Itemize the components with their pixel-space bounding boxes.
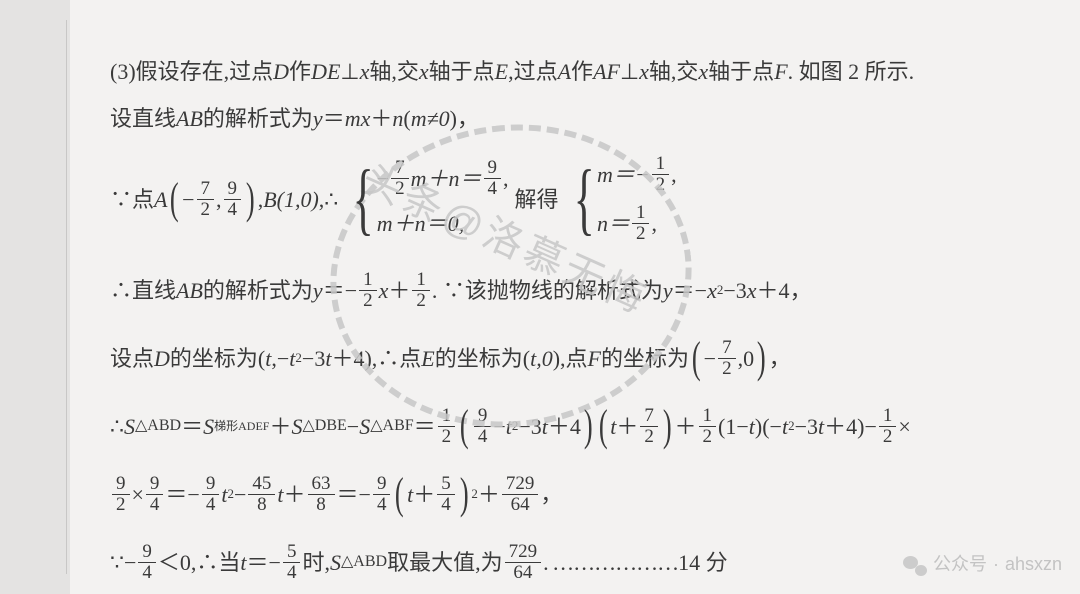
line-8: ∵− 94 ＜0,∴当 t ＝− 54 时, S△ABD 取最大值,为 7296… [110, 535, 1040, 589]
line-6: ∴ S△ABD ＝ S梯形ADEF ＋ S△DBE − S△ABF ＝ 12 (… [110, 399, 1040, 453]
t: ,∴ [319, 183, 339, 216]
sym: mx [345, 102, 371, 135]
t: ∴直线 [110, 274, 176, 307]
t: . ∵该抛物线的解析式为 [432, 274, 663, 307]
t: 解得 [515, 183, 559, 216]
paren: ) [246, 179, 255, 219]
t: 轴于点 [708, 55, 774, 88]
sym: A [154, 183, 167, 216]
sym: B(1,0) [263, 183, 319, 216]
line-4: ∴直线 AB 的解析式为 y ＝− 12 x ＋ 12 . ∵该抛物线的解析式为… [110, 263, 1040, 317]
t: . 如图 2 所示. [788, 55, 915, 88]
paren: ( [170, 179, 179, 219]
t: 作 [289, 55, 311, 88]
t: ,过点 [508, 55, 558, 88]
sym: ) [450, 102, 457, 135]
frac: 72 [197, 179, 215, 220]
t: ∵点 [110, 183, 154, 216]
t: 设点 [110, 342, 154, 375]
sym: AF [593, 55, 620, 88]
t: 轴于点 [429, 55, 495, 88]
t: ),点 [553, 342, 588, 375]
sym: ＋ [370, 102, 392, 135]
line-5: 设点 D 的坐标为( t ,− t2 −3 t ＋4) ,∴点 E 的坐标为( … [110, 331, 1040, 385]
sym: E [495, 55, 508, 88]
sym: ⊥ [620, 55, 639, 88]
line-1: (3)假设存在,过点 D 作 DE ⊥ x 轴,交 x 轴于点 E ,过点 A … [110, 55, 1040, 88]
sym: y [313, 102, 323, 135]
t: ， [457, 102, 479, 135]
t: 轴,交 [369, 55, 419, 88]
sym: AB [176, 102, 203, 135]
score-dots: . ……………… [543, 546, 678, 579]
t: 的解析式为 [203, 274, 313, 307]
sym: DE [311, 55, 340, 88]
t: ， [790, 274, 812, 307]
sym: D [273, 55, 289, 88]
frac: 94 [224, 179, 242, 220]
sym: n [392, 102, 403, 135]
sym: , [216, 183, 222, 216]
system-2: { m＝− 12 , n＝ 12 , [565, 154, 677, 244]
brace-icon: { [573, 159, 594, 239]
brace-icon: { [353, 159, 374, 239]
t: ， [769, 342, 791, 375]
t: 的坐标为 [601, 342, 689, 375]
t: 作 [571, 55, 593, 88]
score: 14 分 [678, 546, 728, 579]
line-2: 设直线 AB 的解析式为 y ＝ mx ＋ n ( m≠0 ) ， [110, 102, 1040, 135]
solution-page: 头条@洛慕无悔 (3)假设存在,过点 D 作 DE ⊥ x 轴,交 x 轴于点 … [0, 0, 1080, 594]
system-1: { − 72 m＋n＝ 94 , m＋n＝0, [344, 158, 508, 240]
t: ,∴点 [372, 342, 422, 375]
t: 的解析式为 [203, 102, 313, 135]
t: ， [540, 478, 562, 511]
sym: x [360, 55, 370, 88]
sym: m≠0 [411, 102, 450, 135]
sym: F [774, 55, 787, 88]
sym: x [639, 55, 649, 88]
t: 设直线 [110, 102, 176, 135]
line-7: 92 × 94 ＝− 94 t2 − 458 t ＋ 638 ＝− 94 ( t… [110, 467, 1040, 521]
t: 轴,交 [649, 55, 699, 88]
sym: ＝ [323, 102, 345, 135]
sym: ⊥ [340, 55, 359, 88]
sym: ( [403, 102, 410, 135]
sym: − [182, 183, 194, 216]
sym: A [558, 55, 571, 88]
line-3: ∵点 A ( − 72 , 94 ) , B(1,0) ,∴ { − 72 m＋… [110, 149, 1040, 249]
sym: x [419, 55, 429, 88]
sym: x [698, 55, 708, 88]
t: 的坐标为( [170, 342, 265, 375]
t: (3)假设存在,过点 [110, 55, 273, 88]
t: 的坐标为( [435, 342, 530, 375]
